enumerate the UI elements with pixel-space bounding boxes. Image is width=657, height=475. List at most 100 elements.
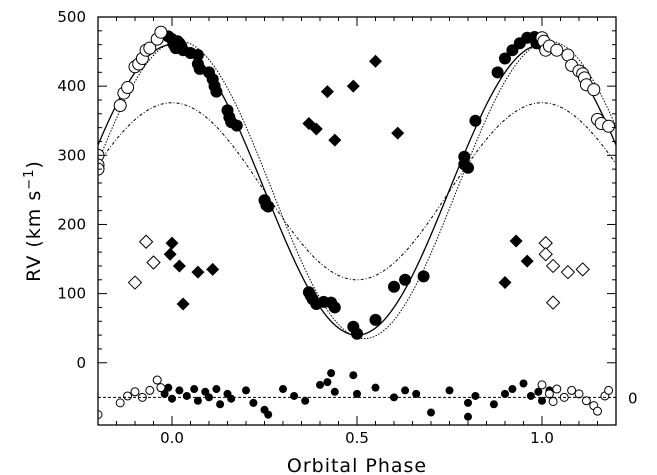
primary-rv-point [499,52,511,65]
primary-rv-point [388,280,400,293]
y-axis-label-main: RV (km s [23,190,45,282]
residual-point [316,380,324,389]
residual-point [290,391,299,400]
residual-point-repeated [548,396,558,406]
residual-point [464,398,472,407]
x-axis-label: Orbital Phase [287,455,427,475]
primary-rv-point [369,313,382,326]
residual-point [349,371,358,380]
secondary-rv-point-repeated [146,255,161,270]
residual-point [182,391,191,400]
residual-point [401,386,410,395]
secondary-rv-point [309,122,323,136]
primary-rv-point-repeated [143,41,157,55]
secondary-rv-point-repeated [538,246,553,262]
secondary-rv-point-repeated [575,262,590,277]
primary-rv-point [328,301,341,314]
axis-ticks [97,16,617,425]
residual-point-repeated [98,410,103,420]
residual-point [160,389,169,398]
residual-point [526,391,535,400]
residual-point [353,389,361,398]
residual-point [501,389,509,398]
primary-rv-point-repeated [113,99,127,113]
residual-point-repeated [552,384,562,394]
residual-point-repeated [604,385,614,395]
secondary-rv-point [346,79,360,93]
y-axis-label-close: ) [23,160,45,168]
primary-rv-point [462,161,474,174]
residual-point-repeated [537,380,547,390]
secondary-rv-point [520,254,534,268]
secondary-rv-point [191,265,205,279]
secondary-rv-point [172,259,186,273]
primary-rv-point-repeated [602,119,616,133]
residual-point [427,408,435,417]
residual-point [301,396,310,405]
residual-point [168,394,176,403]
primary-rv-point [417,270,430,283]
y-tick-label: 300 [57,146,86,164]
y-tick-label: 400 [57,77,86,95]
residual-point-repeated [115,398,125,408]
secondary-rv-point [391,126,405,140]
residual-point-repeated [593,406,602,416]
x-tick-label: 0.0 [160,429,184,447]
residual-point [464,412,472,421]
secondary-rv-point [369,54,382,68]
secondary-rv-point [176,297,190,311]
model-curve-dashdot [98,102,616,281]
y-axis-label-superscript: −1 [22,169,37,190]
secondary-rv-point-repeated [545,258,561,274]
residual-point [164,383,173,392]
residual-point [190,385,199,394]
residual-point-repeated [567,385,577,395]
primary-rv-point [230,119,243,132]
data-points [98,25,616,421]
residual-point [193,396,202,405]
residual-point-repeated [544,389,554,399]
residual-point [249,398,258,407]
residual-point [445,386,454,395]
residual-point [279,385,287,394]
secondary-rv-point [328,133,342,147]
residual-point-repeated [145,385,155,395]
residual-point-repeated [574,389,584,399]
residual-point [371,383,380,392]
plot-frame [97,16,617,426]
residual-point [412,389,421,398]
primary-rv-point [191,49,204,62]
x-tick-label: 1.0 [530,429,554,447]
secondary-rv-point [320,85,334,99]
secondary-rv-point [509,234,523,248]
y-tick-label: 200 [57,215,86,233]
primary-rv-point-repeated [550,43,564,57]
residual-point [242,386,250,395]
residual-point [508,385,517,394]
secondary-rv-point-repeated [560,264,576,280]
x-tick-label: 0.5 [345,429,369,447]
primary-rv-point [491,66,504,79]
residual-point-repeated [156,383,166,393]
primary-rv-point-repeated [121,81,135,95]
residual-point [323,378,332,387]
primary-rv-point [469,114,482,127]
primary-rv-point [262,200,275,213]
secondary-rv-point-repeated [127,275,143,290]
secondary-rv-point [165,236,179,250]
residual-point [519,379,528,388]
secondary-rv-point [206,262,220,276]
residual-point-repeated [152,375,162,385]
primary-rv-point-repeated [587,83,601,97]
residual-point [264,410,273,419]
secondary-rv-point [498,276,512,290]
residual-point [330,387,339,396]
residual-point-repeated [123,391,133,401]
primary-rv-point [399,273,412,286]
residual-point [489,400,498,409]
primary-rv-point [210,85,223,98]
secondary-rv-point-repeated [138,234,154,249]
tick-labels: 0 100 200 300 400 500 0.0 0.5 1.0 [57,8,554,447]
secondary-rv-point-repeated [545,295,561,310]
residual-point [216,400,225,409]
